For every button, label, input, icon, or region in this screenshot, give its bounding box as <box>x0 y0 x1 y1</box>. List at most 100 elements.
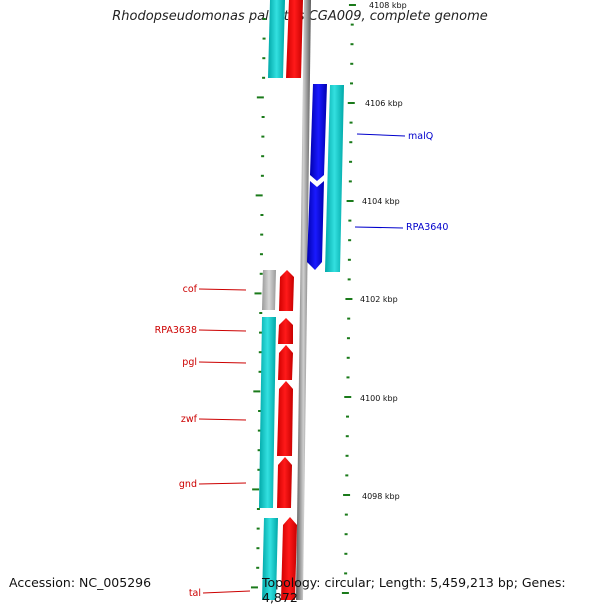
tick-left <box>253 390 261 393</box>
tal-leader <box>202 590 251 594</box>
tick-left <box>259 253 263 256</box>
gene-cds-top-red[interactable] <box>286 0 303 78</box>
scale-label-4102: 4102 kbp <box>360 295 398 304</box>
tick-right <box>346 376 350 379</box>
tick-left <box>260 174 264 177</box>
genome-backbone <box>296 0 311 600</box>
tick-left <box>256 508 260 510</box>
gene-gnd[interactable] <box>277 457 292 508</box>
tick-right <box>350 43 354 46</box>
tick-left <box>260 233 264 236</box>
tick-right <box>347 317 351 320</box>
tick-right <box>350 82 354 85</box>
tick-right <box>348 219 352 222</box>
tick-left <box>261 155 265 158</box>
tick-left <box>257 429 261 432</box>
tick-right <box>346 200 354 202</box>
gnd-leader <box>198 482 247 485</box>
tick-right <box>348 180 352 183</box>
tick-left <box>255 194 263 197</box>
gene-pgl[interactable] <box>278 345 293 380</box>
label-pgl[interactable]: pgl <box>182 357 197 368</box>
tick-right <box>344 572 348 575</box>
tick-left <box>260 214 264 216</box>
tick-right <box>349 121 353 124</box>
tick-left <box>256 527 260 530</box>
scale-label-4106: 4106 kbp <box>365 99 403 108</box>
label-zwf[interactable]: zwf <box>181 414 198 425</box>
tick-left <box>262 37 266 40</box>
tick-left <box>257 468 261 471</box>
RPA3638-leader <box>198 329 247 332</box>
tick-right <box>344 396 352 398</box>
tick-right <box>349 160 353 163</box>
tick-right <box>345 298 353 300</box>
zwf-leader <box>198 418 247 421</box>
scale-label-4100: 4100 kbp <box>360 394 398 403</box>
tick-left <box>257 449 261 452</box>
tick-left <box>261 116 265 118</box>
tick-left <box>256 566 260 569</box>
gene-RPA3640-blue[interactable] <box>307 181 324 270</box>
label-cof[interactable]: cof <box>183 284 198 295</box>
tick-right <box>347 102 355 104</box>
scale-label-4098: 4098 kbp <box>362 492 400 501</box>
tick-left <box>259 272 263 275</box>
label-RPA3638[interactable]: RPA3638 <box>155 325 197 336</box>
tick-right <box>350 62 354 65</box>
label-tal[interactable]: tal <box>189 588 201 599</box>
scale-label-4104: 4104 kbp <box>362 197 400 206</box>
tick-left <box>256 96 264 99</box>
tick-left <box>259 312 263 314</box>
tick-right <box>349 141 353 144</box>
tick-left <box>252 488 260 491</box>
tick-right <box>344 513 348 516</box>
tick-right <box>345 435 349 438</box>
tick-right <box>350 23 354 26</box>
tick-left <box>261 135 265 138</box>
gene-cof[interactable] <box>279 270 294 311</box>
tick-left <box>259 331 263 334</box>
scale-label-4108: 4108 kbp <box>369 1 407 10</box>
malQ-leader <box>356 133 406 137</box>
genome-summary-text: Topology: circular; Length: 5,459,213 bp… <box>262 575 566 605</box>
tick-right <box>345 474 349 477</box>
tick-right <box>347 258 351 261</box>
tick-left <box>254 292 262 295</box>
tick-left <box>258 370 262 373</box>
gene-zwf[interactable] <box>277 381 293 456</box>
gene-bottom-cyan[interactable] <box>262 518 278 600</box>
tick-right <box>348 4 356 6</box>
tick-right <box>343 494 351 496</box>
tick-right <box>345 454 349 457</box>
tick-right <box>344 552 348 555</box>
tick-marks <box>250 4 356 594</box>
gene-cds-top-cyan[interactable] <box>268 0 285 78</box>
label-malQ[interactable]: malQ <box>408 131 433 142</box>
label-RPA3640[interactable]: RPA3640 <box>406 222 448 233</box>
gene-left-cyan-1[interactable] <box>259 317 276 508</box>
gene-RPA3638[interactable] <box>278 318 293 344</box>
tick-right <box>348 239 352 242</box>
gene-cof-gray[interactable] <box>262 270 276 310</box>
gene-tal[interactable] <box>281 517 297 600</box>
gene-cds-right-cyan[interactable] <box>325 85 344 272</box>
tick-left <box>258 410 262 412</box>
accession-text: Accession: NC_005296 <box>9 575 152 590</box>
tick-left <box>258 351 262 354</box>
tick-left <box>250 586 258 589</box>
tick-right <box>344 533 348 536</box>
tick-left <box>262 57 266 60</box>
tick-right <box>346 415 350 418</box>
tick-left <box>262 18 266 20</box>
tick-left <box>262 76 266 79</box>
tick-left <box>256 547 260 550</box>
tick-right <box>346 356 350 359</box>
tick-right <box>346 337 350 340</box>
label-gnd[interactable]: gnd <box>179 479 197 490</box>
tick-right <box>347 278 351 281</box>
RPA3640-leader <box>354 226 404 229</box>
pgl-leader <box>198 361 247 364</box>
gene-malQ[interactable] <box>310 84 327 181</box>
